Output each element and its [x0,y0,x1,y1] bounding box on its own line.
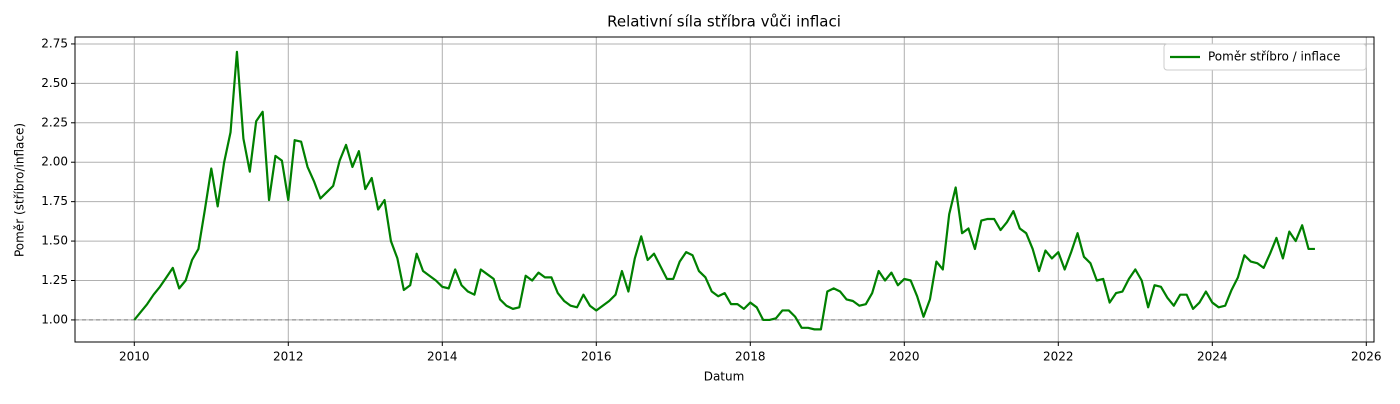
plot-frame [74,36,1375,343]
x-tick-label: 2010 [119,350,150,364]
x-tick-label: 2024 [1197,350,1228,364]
data-line [133,50,1315,331]
y-tick-label: 2.25 [41,115,68,129]
legend-box [1163,43,1367,71]
legend-label: Poměr stříbro / inflace [1208,50,1340,64]
x-tick-label: 2014 [427,350,458,364]
y-tick-label: 2.00 [41,155,68,169]
y-tick-label: 1.50 [41,234,68,248]
y-axis-label: Poměr (stříbro/inflace) [13,123,27,257]
y-tick-label: 1.00 [41,312,68,326]
y-tick-label: 2.50 [41,76,68,90]
x-tick-label: 2022 [1043,350,1074,364]
x-tick-label: 2020 [889,350,920,364]
y-tick-label: 1.75 [41,194,68,208]
y-tick-label: 1.25 [41,273,68,287]
x-tick-label: 2016 [581,350,612,364]
chart-title: Relativní síla stříbra vůči inflaci [607,13,841,31]
x-tick-label: 2012 [273,350,304,364]
x-axis-label: Datum [704,370,745,384]
y-tick-label: 2.75 [41,36,68,50]
x-tick-label: 2018 [735,350,766,364]
x-tick-label: 2026 [1351,350,1382,364]
